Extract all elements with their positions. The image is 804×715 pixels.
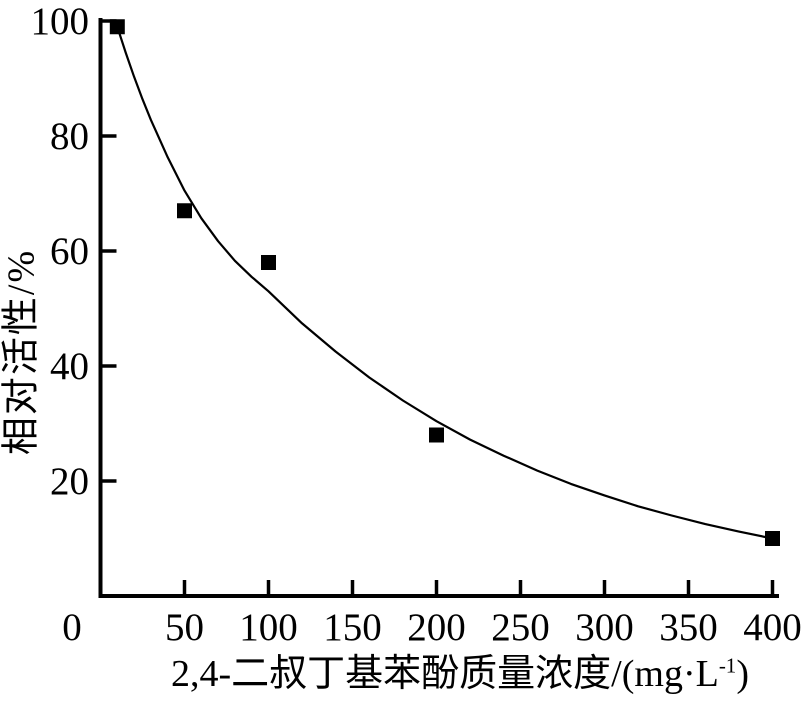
x-axis-title-text: 2,4-二叔丁基苯酚质量浓度/(mg·L [171,653,719,695]
axes [98,18,779,598]
x-tick-label: 400 [743,606,802,649]
x-axis-title-superscript: -1 [718,653,737,678]
x-tick-label: 50 [165,606,204,649]
data-point [261,255,276,270]
x-tick-label: 200 [407,606,466,649]
data-point [109,19,125,35]
data-point [765,531,780,546]
data-point [429,427,444,443]
x-tick-label: 300 [575,606,634,649]
x-axis-title: 2,4-二叔丁基苯酚质量浓度/(mg·L-1) [130,642,790,697]
data-point [177,203,192,219]
y-axis-title: 相对活性/% [0,248,43,456]
x-tick-label: 350 [659,606,718,649]
y-tick-label: 20 [50,460,89,503]
y-tick-label: 100 [31,0,90,43]
x-tick-label: 150 [323,606,382,649]
x-tick-label: 250 [491,606,550,649]
fitted-curve [116,26,773,540]
x-tick-label: 100 [239,606,298,649]
y-tick-label: 80 [50,115,89,158]
origin-tick-label: 0 [62,606,82,649]
x-axis-title-closing: ) [736,653,749,695]
y-tick-label: 40 [50,345,89,388]
y-tick-label: 60 [50,230,89,273]
